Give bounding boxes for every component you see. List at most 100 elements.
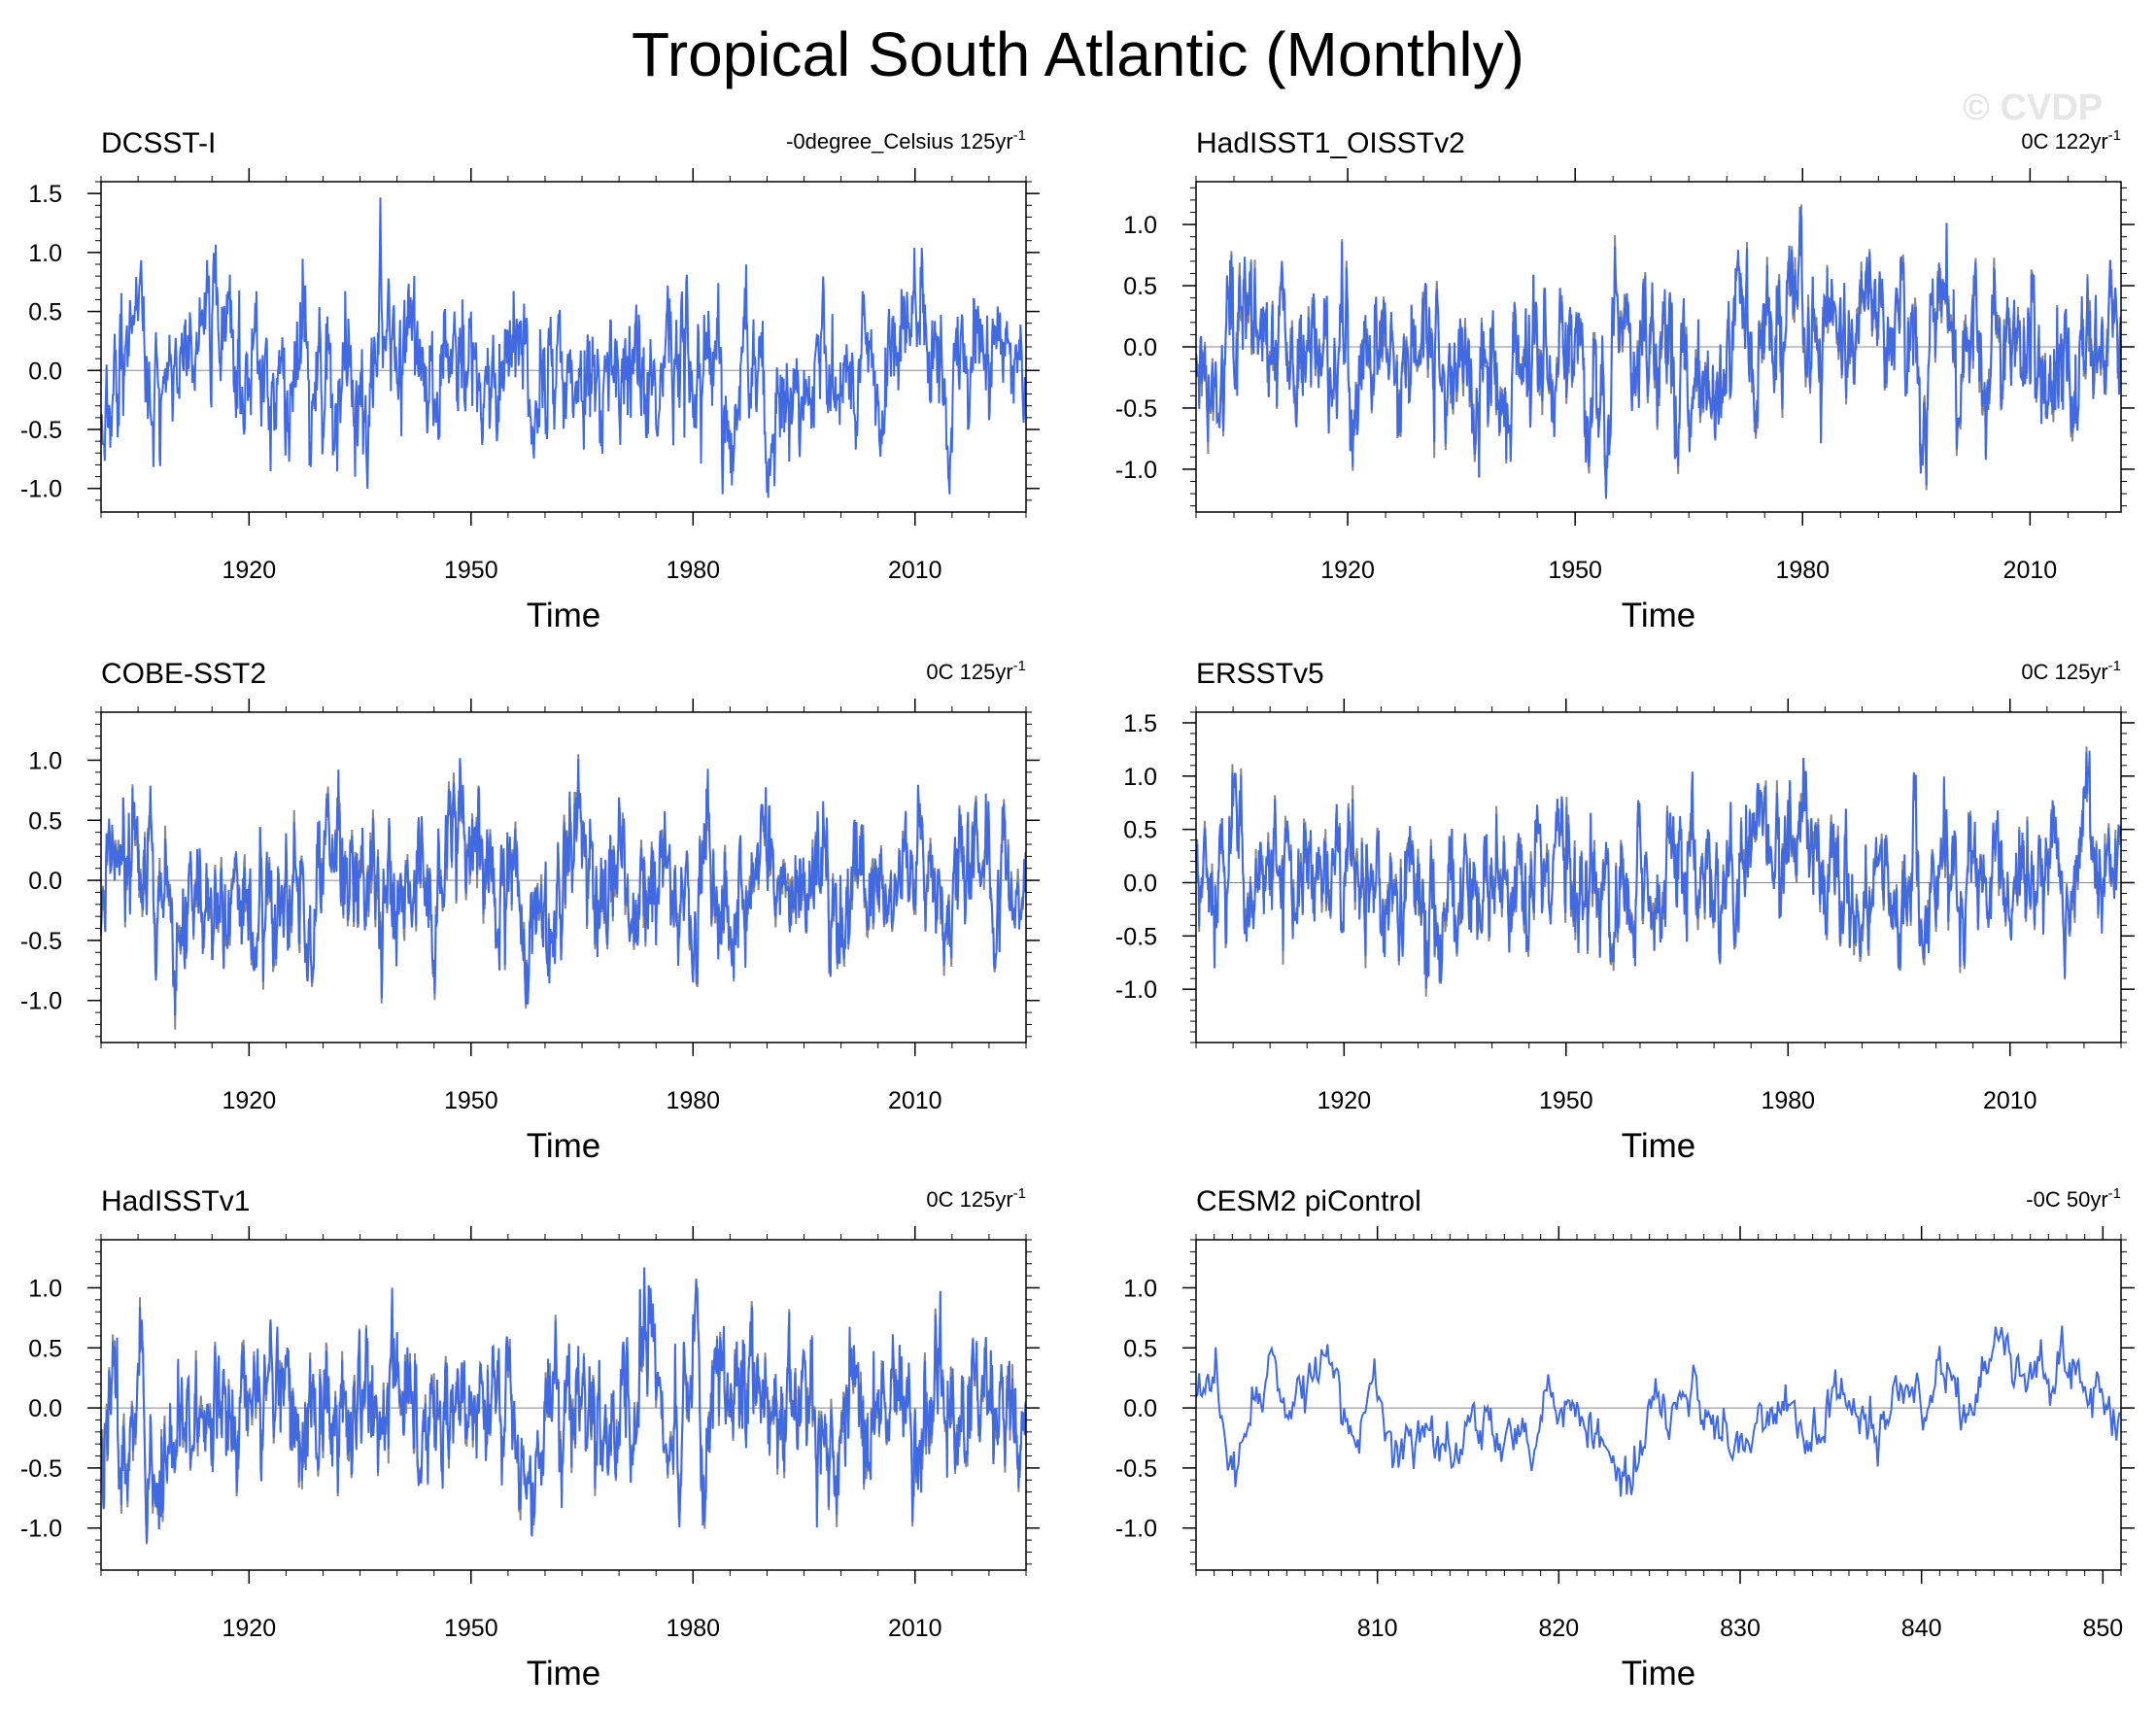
trend-annotation: 0C 125yr-1 [926,1185,1026,1212]
y-tick-label: -0.5 [20,417,62,444]
y-tick-label: -0.5 [20,1455,62,1483]
y-tick-label: 1.0 [28,240,62,267]
chart-panel-5: HadISSTv1 0C 125yr-1 1.0 0.5 0.0 -0.5 -1.0 1920… [20,1185,1040,1693]
trend-exponent: -1 [2108,127,2121,144]
x-axis-title: Time [1622,1127,1695,1165]
x-tick-label: 2010 [2003,557,2058,584]
x-tick-label: 1980 [666,1615,720,1642]
plot-frame [1195,711,2122,1043]
x-tick-label: 820 [1538,1615,1579,1642]
x-tick-label: 810 [1357,1615,1398,1642]
panel-title: CESM2 piControl [1196,1185,1421,1217]
x-axis-title: Time [527,597,600,634]
y-tick-label: -0.5 [20,928,62,955]
chart-panel-3: COBE-SST2 0C 125yr-1 1.0 0.5 0.0 -0.5 -1.0 1920… [20,658,1040,1165]
y-tick-label: -0.5 [1115,395,1157,423]
y-tick-label: -0.5 [1115,923,1157,950]
trend-exponent: -1 [1013,1185,1026,1202]
y-tick-label: 0.0 [28,1395,62,1422]
x-axis-title: Time [1622,1655,1695,1693]
panel-title: DCSST-I [101,127,216,159]
x-tick-label: 2010 [888,1087,942,1114]
x-tick-label: 1950 [444,557,498,584]
panel-title: COBE-SST2 [101,658,266,690]
y-tick-label: 1.5 [1123,710,1157,737]
y-tick-label: 0.0 [28,868,62,895]
y-tick-label: 1.0 [1123,1275,1157,1302]
x-tick-label: 1980 [666,557,720,584]
x-tick-label: 2010 [1983,1087,2037,1114]
x-tick-label: 830 [1720,1615,1761,1642]
trend-annotation: 0C 122yr-1 [2021,127,2121,154]
y-tick-label: -1.0 [20,988,62,1015]
trend-exponent: -1 [1013,127,1026,144]
y-tick-label: 0.5 [1123,1335,1157,1362]
y-tick-label: 0.5 [1123,273,1157,300]
trend-annotation: 0C 125yr-1 [2021,658,2121,684]
y-tick-label: -1.0 [1115,457,1157,484]
plot-frame [100,1239,1027,1571]
x-tick-label: 1980 [666,1087,720,1114]
trend-annotation: -0degree_Celsius 125yr-1 [786,127,1026,154]
x-tick-label: 1920 [222,557,277,584]
x-tick-label: 1920 [1318,1087,1372,1114]
chart-panel-2: HadISST1_OISSTv2 0C 122yr-1 1.0 0.5 0.0 -0.5 -… [1115,127,2135,634]
x-axis-title: Time [527,1655,600,1693]
primary-series-line [1195,750,2122,989]
y-tick-label: 0.5 [28,299,62,326]
y-tick-label: 0.0 [28,358,62,385]
chart-panel-4: ERSSTv5 0C 125yr-1 1.5 1.0 0.5 0.0 -0.5 -1.0 192… [1115,658,2135,1165]
primary-series-line [100,197,1027,498]
x-tick-label: 2010 [888,1615,942,1642]
y-tick-label: 1.0 [28,1275,62,1302]
cvdp-watermark: © CVDP [1963,87,2104,128]
trend-annotation: 0C 125yr-1 [926,658,1026,684]
trend-exponent: -1 [2108,658,2121,674]
y-tick-label: -1.0 [1115,976,1157,1004]
primary-series-line [100,1267,1027,1543]
y-tick-label: -1.0 [20,476,62,503]
trend-exponent: -1 [2108,1185,2121,1202]
x-tick-label: 1950 [1539,1087,1593,1114]
panel-title: ERSSTv5 [1196,658,1324,690]
chart-panel-6: CESM2 piControl -0C 50yr-1 1.0 0.5 0.0 -0.5 -1… [1115,1185,2135,1693]
x-tick-label: 1950 [1548,557,1602,584]
trend-exponent: -1 [1013,658,1026,674]
primary-series-line [100,758,1027,1016]
y-tick-label: -1.0 [1115,1516,1157,1543]
x-tick-label: 1980 [1761,1087,1815,1114]
y-tick-label: 0.5 [28,1335,62,1362]
y-tick-label: -0.5 [1115,1455,1157,1483]
plot-frame [1195,1239,2122,1571]
y-tick-label: 1.5 [28,181,62,208]
x-tick-label: 1920 [1320,557,1375,584]
x-tick-label: 1920 [222,1087,277,1114]
y-tick-label: 0.0 [1123,870,1157,897]
y-tick-label: 1.0 [28,747,62,774]
panel-title: HadISST1_OISSTv2 [1196,127,1465,159]
x-tick-label: 1920 [222,1615,277,1642]
trend-annotation: -0C 50yr-1 [2026,1185,2121,1212]
y-tick-label: -1.0 [20,1516,62,1543]
y-tick-label: 0.5 [28,807,62,835]
y-tick-label: 0.0 [1123,334,1157,361]
y-tick-label: 1.0 [1123,764,1157,791]
chart-panel-1: DCSST-I -0degree_Celsius 125yr-1 1.5 1.0 0.5… [20,127,1040,634]
x-tick-label: 1950 [444,1087,498,1114]
x-tick-label: 850 [2082,1615,2123,1642]
y-tick-label: 0.5 [1123,817,1157,844]
primary-series-line [1195,206,2122,497]
x-tick-label: 1950 [444,1615,498,1642]
x-tick-label: 840 [1901,1615,1942,1642]
panel-title: HadISSTv1 [101,1185,250,1217]
y-tick-label: 0.0 [1123,1395,1157,1422]
plot-frame [100,711,1027,1043]
x-axis-title: Time [1622,597,1695,634]
x-axis-title: Time [527,1127,600,1165]
x-tick-label: 2010 [888,557,942,584]
primary-series-line [1195,1325,2121,1497]
chart-main-title: Tropical South Atlantic (Monthly) [632,19,1524,89]
y-tick-label: 1.0 [1123,212,1157,239]
x-tick-label: 1980 [1775,557,1830,584]
